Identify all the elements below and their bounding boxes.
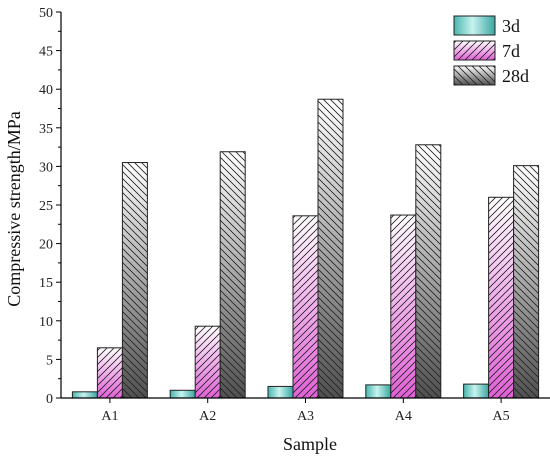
y-tick-label: 25 bbox=[39, 199, 53, 214]
y-tick-label: 0 bbox=[46, 392, 53, 407]
bar-7d-A4 bbox=[390, 214, 417, 399]
legend-item-28d: 28d bbox=[453, 65, 529, 86]
bar-28d-A5 bbox=[513, 165, 540, 399]
legend-item-7d: 7d bbox=[453, 40, 520, 61]
bar-28d-A4 bbox=[415, 144, 442, 399]
legend: 3d 7d 28d bbox=[453, 15, 529, 86]
bar-7d-A5 bbox=[488, 196, 515, 399]
bar-7d-A2 bbox=[194, 325, 221, 399]
bar-28d-A1 bbox=[121, 162, 148, 399]
bar-28d-A3 bbox=[317, 98, 344, 399]
legend-label: 3d bbox=[502, 16, 520, 36]
x-tick-label: A4 bbox=[395, 409, 412, 424]
y-axis-ticks: 0 5 10 15 20 25 30 35 40 45 50 bbox=[39, 6, 61, 407]
x-tick-label: A1 bbox=[101, 409, 118, 424]
x-axis-title: Sample bbox=[283, 434, 337, 454]
y-tick-label: 10 bbox=[39, 315, 53, 330]
legend-item-3d: 3d bbox=[453, 15, 520, 36]
bar-28d-A2 bbox=[219, 151, 246, 399]
y-tick-label: 40 bbox=[39, 83, 53, 98]
x-tick-label: A5 bbox=[493, 409, 510, 424]
x-tick-label: A2 bbox=[199, 409, 216, 424]
x-axis-ticks: A1 A2 A3 A4 A5 bbox=[101, 398, 510, 424]
y-tick-label: 45 bbox=[39, 45, 53, 60]
y-tick-label: 20 bbox=[39, 238, 53, 253]
x-tick-label: A3 bbox=[297, 409, 314, 424]
bar-7d-A1 bbox=[96, 347, 123, 399]
bar-3d-A4 bbox=[365, 384, 392, 399]
y-tick-label: 35 bbox=[39, 122, 53, 137]
bar-3d-A5 bbox=[463, 383, 490, 399]
legend-label: 28d bbox=[502, 66, 529, 86]
plot-area bbox=[60, 12, 550, 399]
bar-7d-A3 bbox=[292, 215, 319, 399]
y-axis-title: Compressive strength/MPa bbox=[4, 111, 24, 307]
y-tick-label: 30 bbox=[39, 160, 53, 175]
bar-3d-A2 bbox=[169, 389, 196, 399]
bar-3d-A1 bbox=[71, 391, 98, 399]
y-tick-label: 5 bbox=[46, 353, 53, 368]
y-tick-label: 15 bbox=[39, 276, 53, 291]
bar-3d-A3 bbox=[267, 385, 294, 399]
legend-label: 7d bbox=[502, 41, 520, 61]
y-tick-label: 50 bbox=[39, 6, 53, 21]
